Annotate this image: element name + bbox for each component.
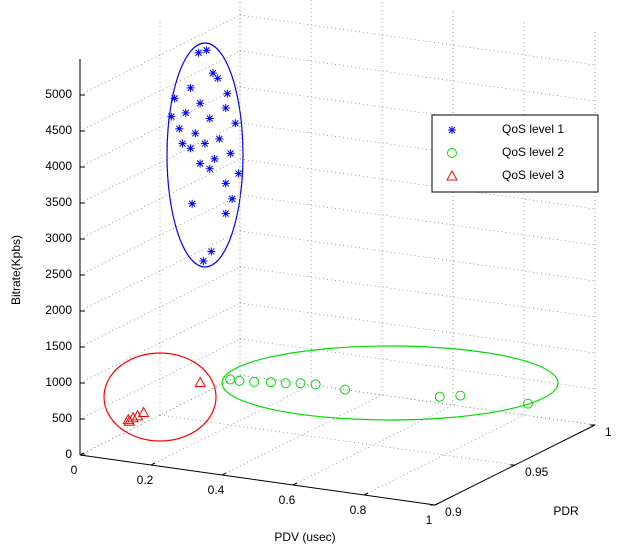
grid-line [239,374,596,426]
legend-label: QoS level 1 [502,122,564,136]
point [178,139,187,148]
point [175,124,184,133]
axis-line [79,454,436,506]
x-tick-label: 1 [426,513,433,527]
legend-marker [446,169,458,181]
point [196,99,205,108]
point [196,159,205,168]
grid-line [159,414,516,466]
point [137,406,150,418]
point [205,164,214,173]
point [228,194,237,203]
legend-label: QoS level 2 [502,145,564,159]
point [223,89,232,98]
point [123,415,136,426]
legend-marker [448,126,456,134]
point [310,379,321,390]
point [280,378,291,389]
point [194,376,207,387]
grid-line [239,14,596,66]
tick-mark [363,492,369,496]
point [213,74,222,83]
point [188,199,197,208]
grid-line [239,50,596,102]
point [434,391,445,402]
z-tick-label: 5000 [45,87,72,101]
grid-line [363,414,525,496]
x-tick-label: 0.2 [137,473,154,487]
point [221,179,230,188]
point [186,83,195,92]
point [194,48,203,57]
grid-line [239,230,596,282]
legend-box [431,114,599,193]
z-tick-label: 4000 [45,159,72,173]
point [186,144,195,153]
legend-label: QoS level 3 [502,168,564,182]
point [210,154,219,163]
point [181,108,190,117]
tick-mark [434,502,440,506]
y-tick-label: 1 [605,425,612,439]
y-tick-label: 0.95 [525,465,549,479]
tick-mark [221,472,227,476]
point [167,112,176,121]
point [170,94,179,103]
point [226,149,235,158]
x-tick-label: 0.6 [279,493,296,507]
point [522,398,533,409]
point [131,409,144,421]
point [202,46,211,55]
point [208,69,217,78]
x-tick-label: 0.4 [208,483,225,497]
x-axis-label: PDV (usec) [274,530,335,544]
point [200,139,209,148]
grid-line [150,384,312,466]
point [221,209,230,218]
z-axis-label: Bitrate(Kpbs) [9,235,23,305]
x-tick-label: 0 [71,463,78,477]
point [205,114,214,123]
tick-mark [150,462,156,466]
grid-line [239,194,596,246]
legend: QoS level 1 QoS level 2 QoS level 3 [431,114,599,193]
tick-mark [79,452,85,456]
z-tick-label: 4500 [45,123,72,137]
z-tick-label: 2500 [45,267,72,281]
grid-line [239,302,596,354]
point [127,411,139,423]
cluster-ellipse [103,352,217,442]
point [455,390,466,401]
point [265,377,276,388]
point [207,247,216,256]
point [234,375,245,386]
grid-line [239,266,596,318]
x-tick-label: 0.8 [350,503,367,517]
cluster-ellipse [221,345,559,421]
point [249,376,260,387]
cluster-ellipse [166,42,244,268]
grid-line [221,394,383,476]
point [221,104,230,113]
z-tick-label: 3000 [45,231,72,245]
point [340,384,351,395]
legend-marker [447,148,457,158]
y-axis-label: PDR [553,504,579,518]
y-tick-label: 0.9 [445,505,462,519]
tick-mark [292,482,298,486]
point [191,129,200,138]
z-tick-label: 0 [65,447,72,461]
point [199,256,208,265]
z-tick-label: 500 [52,411,72,425]
point [295,378,306,389]
z-tick-label: 2000 [45,303,72,317]
z-tick-label: 1000 [45,375,72,389]
z-tick-label: 1500 [45,339,72,353]
point [215,134,224,143]
point [231,119,240,128]
point [234,169,243,178]
z-tick-label: 3500 [45,195,72,209]
